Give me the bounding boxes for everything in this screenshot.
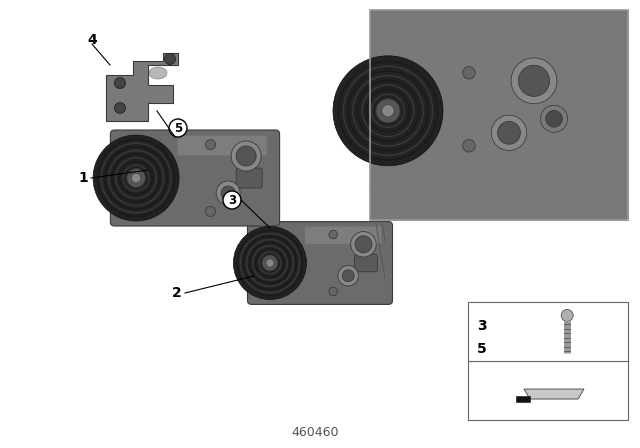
Circle shape (234, 226, 307, 300)
FancyBboxPatch shape (236, 168, 262, 188)
Text: 5: 5 (477, 342, 487, 356)
Circle shape (382, 105, 394, 117)
FancyBboxPatch shape (110, 130, 280, 226)
Bar (468, 302, 628, 420)
Circle shape (223, 191, 241, 209)
Bar (370, 10, 628, 220)
Text: 3: 3 (477, 319, 487, 332)
Circle shape (333, 56, 443, 166)
Circle shape (169, 119, 187, 137)
Circle shape (266, 259, 274, 267)
Ellipse shape (149, 67, 167, 79)
Circle shape (205, 207, 216, 216)
Circle shape (492, 115, 527, 151)
Circle shape (115, 78, 125, 89)
Circle shape (546, 111, 563, 127)
Circle shape (351, 232, 376, 257)
Circle shape (338, 266, 358, 286)
Circle shape (540, 105, 568, 132)
Text: 2: 2 (172, 286, 182, 300)
Text: 5: 5 (174, 121, 182, 134)
Circle shape (93, 135, 179, 221)
Polygon shape (106, 53, 178, 121)
Circle shape (376, 99, 400, 123)
Circle shape (497, 121, 520, 144)
Circle shape (127, 168, 145, 187)
Bar (370, 10, 628, 220)
Polygon shape (524, 389, 584, 399)
Circle shape (115, 103, 125, 113)
Circle shape (329, 287, 337, 296)
Circle shape (205, 140, 216, 150)
FancyBboxPatch shape (248, 222, 392, 304)
Circle shape (463, 140, 476, 152)
Polygon shape (516, 396, 530, 402)
Circle shape (221, 186, 235, 200)
Circle shape (164, 53, 175, 65)
Circle shape (561, 310, 573, 322)
Text: 460460: 460460 (291, 426, 339, 439)
Text: 3: 3 (228, 194, 236, 207)
Circle shape (131, 173, 141, 183)
Circle shape (262, 255, 278, 271)
Text: 4: 4 (87, 33, 97, 47)
Text: 1: 1 (78, 171, 88, 185)
Circle shape (463, 67, 476, 79)
Circle shape (355, 236, 372, 253)
Circle shape (329, 230, 337, 239)
Circle shape (216, 181, 240, 205)
Circle shape (518, 65, 550, 96)
FancyBboxPatch shape (370, 10, 628, 220)
Circle shape (342, 270, 354, 282)
Circle shape (511, 58, 557, 103)
FancyBboxPatch shape (355, 254, 378, 272)
FancyBboxPatch shape (177, 136, 267, 155)
Circle shape (231, 141, 261, 171)
FancyBboxPatch shape (305, 227, 381, 244)
Circle shape (236, 146, 256, 166)
